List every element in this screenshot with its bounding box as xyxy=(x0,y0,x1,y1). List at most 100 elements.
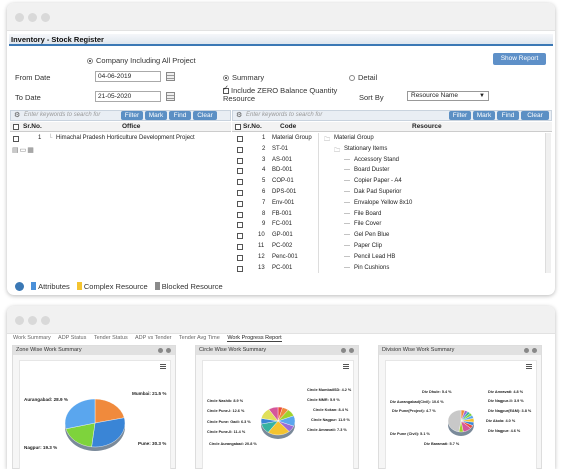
email-icon[interactable]: ▭ xyxy=(19,147,28,154)
row-checkbox[interactable] xyxy=(237,157,243,164)
row-checkbox[interactable] xyxy=(237,200,243,207)
col-resource[interactable]: Resource xyxy=(412,123,442,130)
sort-by-select[interactable]: Resource Name ▼ xyxy=(407,91,489,101)
window-minimize-dot[interactable] xyxy=(28,13,37,22)
panel-close-icon[interactable] xyxy=(532,348,537,353)
resource-row[interactable]: 3 AS-001 — Accessory Stand xyxy=(232,157,544,167)
row-checkbox[interactable] xyxy=(237,265,243,272)
row-checkbox[interactable] xyxy=(237,168,243,175)
tab-tender-status[interactable]: Tender Status xyxy=(93,335,128,341)
right-mark-button[interactable]: Mark xyxy=(473,111,495,120)
resource-row[interactable]: 1 Material Group 🗀 Material Group xyxy=(232,135,544,145)
right-find-button[interactable]: Find xyxy=(497,111,519,120)
gear-icon[interactable]: ⚙ xyxy=(14,112,21,119)
row-checkbox[interactable] xyxy=(237,222,243,229)
gear-icon[interactable]: ⚙ xyxy=(236,112,243,119)
row-checkbox[interactable] xyxy=(237,211,243,218)
from-date-input[interactable]: 04-06-2019 xyxy=(95,71,161,82)
panel-minimize-icon[interactable] xyxy=(524,348,529,353)
detail-option[interactable]: Detail xyxy=(349,73,377,82)
window-minimize-dot[interactable] xyxy=(28,316,37,325)
resource-row[interactable]: 9 FC-001 — File Cover xyxy=(232,221,544,231)
window-maximize-dot[interactable] xyxy=(41,316,50,325)
panel-minimize-icon[interactable] xyxy=(341,348,346,353)
resource-row[interactable]: 10 GP-001 — Gel Pen Blue xyxy=(232,232,544,242)
detail-radio[interactable] xyxy=(349,75,355,81)
resource-row[interactable]: 11 PC-002 — Paper Clip xyxy=(232,243,544,253)
right-search-input[interactable]: Enter keywords to search for xyxy=(246,112,323,118)
to-date-calendar-icon[interactable] xyxy=(166,92,175,101)
pie-slice[interactable] xyxy=(91,417,126,448)
right-clear-button[interactable]: Clear xyxy=(521,111,549,120)
right-grid-scrollbar[interactable] xyxy=(545,133,551,273)
include-zero-option[interactable]: Include ZERO Balance Quantity Resource xyxy=(223,85,341,103)
resource-row[interactable]: 2 ST-01 🗀 Stationary Items xyxy=(232,146,544,156)
panel-close-icon[interactable] xyxy=(349,348,354,353)
show-report-button[interactable]: Show Report xyxy=(493,53,546,65)
col-code[interactable]: Code xyxy=(280,123,297,130)
row-resource: Stationary Items xyxy=(344,145,388,152)
resource-row[interactable]: 8 FB-001 — File Board xyxy=(232,211,544,221)
tab-adp-vs-tender[interactable]: ADP vs Tender xyxy=(134,335,172,341)
chevron-down-icon: ▼ xyxy=(479,93,485,99)
row-resource: Pin Cushions xyxy=(354,264,390,271)
print-icon[interactable]: ▦ xyxy=(27,147,35,154)
pie-slice[interactable] xyxy=(268,406,279,422)
company-option[interactable]: Company Including All Project xyxy=(87,56,196,65)
row-office: Himachal Pradesh Horticulture Developmen… xyxy=(56,135,195,141)
summary-radio[interactable] xyxy=(223,75,229,81)
pie-slice[interactable] xyxy=(447,409,462,433)
to-date-input[interactable]: 21-05-2020 xyxy=(95,91,161,102)
pie-label: Circle MumbaiISD: 4.2 % xyxy=(307,388,352,392)
row-checkbox[interactable] xyxy=(237,146,243,153)
window-close-dot[interactable] xyxy=(15,316,24,325)
right-select-all-checkbox[interactable] xyxy=(235,124,241,130)
left-mark-button[interactable]: Mark xyxy=(145,111,167,120)
col-sr-no[interactable]: Sr.No. xyxy=(243,123,262,130)
left-search-input[interactable]: Enter keywords to search for xyxy=(24,112,101,118)
complex-swatch xyxy=(76,282,82,290)
tab-adp-status[interactable]: ADP Status xyxy=(58,335,87,341)
col-office[interactable]: Office xyxy=(122,123,141,130)
left-find-button[interactable]: Find xyxy=(169,111,191,120)
panel-minimize-icon[interactable] xyxy=(158,348,163,353)
window-close-dot[interactable] xyxy=(15,13,24,22)
report-tabs: Work Summary ADP Status Tender Status AD… xyxy=(13,335,288,342)
row-checkbox[interactable] xyxy=(237,233,243,240)
left-select-all-checkbox[interactable] xyxy=(13,124,19,130)
resource-row[interactable]: 4 BD-001 — Board Duster xyxy=(232,167,544,177)
row-checkbox[interactable] xyxy=(237,190,243,196)
pie-label: Div Nagpur: 4.6 % xyxy=(488,429,521,433)
resource-row[interactable]: 6 DPS-001 — Dak Pad Superior xyxy=(232,189,544,199)
pie-slice[interactable] xyxy=(94,398,125,424)
resource-row[interactable]: 5 COP-01 — Copier Paper - A4 xyxy=(232,178,544,188)
window-maximize-dot[interactable] xyxy=(41,13,50,22)
right-filter-button[interactable]: Filter xyxy=(449,111,471,120)
resource-row[interactable]: 12 Penc-001 — Pencil Lead HB xyxy=(232,254,544,264)
row-checkbox[interactable] xyxy=(237,136,243,142)
legend-attributes: Attributes xyxy=(38,282,70,291)
row-checkbox[interactable] xyxy=(13,136,19,142)
tab-work-summary[interactable]: Work Summary xyxy=(13,335,51,341)
panel-close-icon[interactable] xyxy=(166,348,171,353)
export-icon[interactable]: ▤ xyxy=(12,147,20,154)
chart-menu-icon[interactable] xyxy=(160,364,166,369)
tab-tender-avg-time[interactable]: Tender Avg Time xyxy=(178,335,220,341)
row-checkbox[interactable] xyxy=(237,179,243,186)
resource-row[interactable]: 13 PC-001 — Pin Cushions xyxy=(232,265,544,275)
left-filter-button[interactable]: Filter xyxy=(121,111,143,120)
to-date-label: To Date xyxy=(15,93,41,102)
summary-option[interactable]: Summary xyxy=(223,73,264,82)
chart-menu-icon[interactable] xyxy=(343,364,349,369)
col-sr-no[interactable]: Sr.No. xyxy=(23,123,42,130)
include-zero-checkbox[interactable] xyxy=(223,85,229,94)
chart-menu-icon[interactable] xyxy=(526,364,532,369)
company-radio[interactable] xyxy=(87,58,93,64)
from-date-calendar-icon[interactable] xyxy=(166,72,175,81)
pie-slice[interactable] xyxy=(64,398,96,430)
row-checkbox[interactable] xyxy=(237,244,243,250)
left-clear-button[interactable]: Clear xyxy=(193,111,217,120)
row-checkbox[interactable] xyxy=(237,254,243,261)
tab-work-progress-report[interactable]: Work Progress Report xyxy=(227,335,282,342)
resource-row[interactable]: 7 Env-001 — Envalope Yellow 8x10 xyxy=(232,200,544,210)
